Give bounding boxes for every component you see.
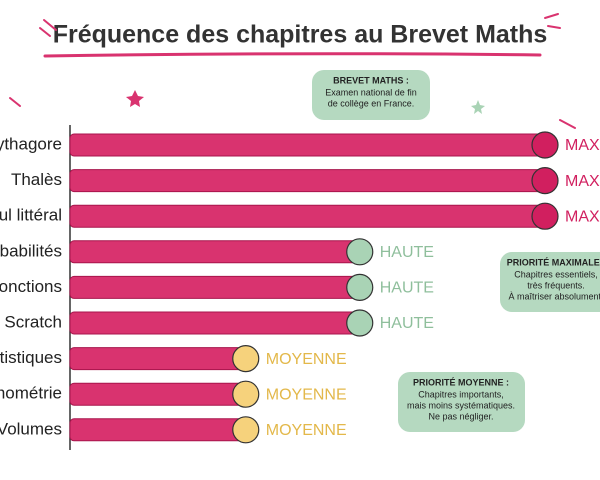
y-tick-label: Statistiques <box>0 348 62 367</box>
value-label: HAUTE <box>380 280 434 297</box>
bar <box>69 133 546 157</box>
star <box>471 100 485 114</box>
bar-end <box>232 345 260 373</box>
y-tick-label: Volumes <box>0 419 62 438</box>
y-tick-label: Trigonométrie <box>0 384 62 403</box>
value-label: MAXIMALE <box>565 137 600 154</box>
y-tick-label: Calcul littéral <box>0 206 62 225</box>
title-underline <box>43 52 542 58</box>
decor <box>9 13 576 129</box>
callout-text: Ne pas négliger. <box>428 411 493 421</box>
y-tick-label: Pythagore <box>0 134 62 153</box>
bar <box>69 275 361 299</box>
value-label: MOYENNE <box>266 422 347 439</box>
callout-text: Examen national de fin <box>325 87 417 97</box>
bar-end <box>531 167 559 195</box>
bar <box>69 240 361 264</box>
value-label: HAUTE <box>380 315 434 332</box>
y-tick-label: Scratch <box>4 312 62 331</box>
callout-text: Chapitres importants, <box>418 389 504 399</box>
callout-text: très fréquents. <box>527 280 585 290</box>
value-label: MOYENNE <box>266 351 347 368</box>
callout-title: BREVET MATHS : <box>333 75 409 85</box>
callout-box <box>500 252 600 312</box>
value-label: MAXIMALE <box>565 208 600 225</box>
bar-end <box>346 238 374 266</box>
callout-title: PRIORITÉ MAXIMALE : <box>507 257 600 267</box>
callout-box <box>312 70 430 120</box>
bar-end <box>232 380 260 408</box>
callout-box <box>398 372 525 432</box>
bar <box>69 311 361 335</box>
bar-end <box>346 309 374 337</box>
bar <box>69 382 247 406</box>
bar <box>69 204 546 228</box>
bar-end <box>531 131 559 159</box>
bar <box>69 347 247 371</box>
chart-title: Fréquence des chapitres au Brevet Maths <box>53 21 548 49</box>
bar-end <box>346 273 374 301</box>
callout-text: mais moins systématiques. <box>407 400 515 410</box>
value-label: HAUTE <box>380 244 434 261</box>
value-label: MAXIMALE <box>565 173 600 190</box>
callout-text: de collège en France. <box>328 98 415 108</box>
star <box>126 90 144 107</box>
y-tick-label: Probabilités <box>0 241 62 260</box>
bar <box>69 169 546 193</box>
bar <box>69 418 247 442</box>
bar-end <box>232 416 260 444</box>
callout-title: PRIORITÉ MOYENNE : <box>413 377 509 387</box>
y-tick-label: Fonctions <box>0 277 62 296</box>
value-label: MOYENNE <box>266 386 347 403</box>
y-tick-label: Thalès <box>11 170 62 189</box>
callout-text: Chapitres essentiels, <box>514 269 598 279</box>
callout-text: À maîtriser absolument. <box>508 291 600 301</box>
bar-end <box>531 202 559 230</box>
